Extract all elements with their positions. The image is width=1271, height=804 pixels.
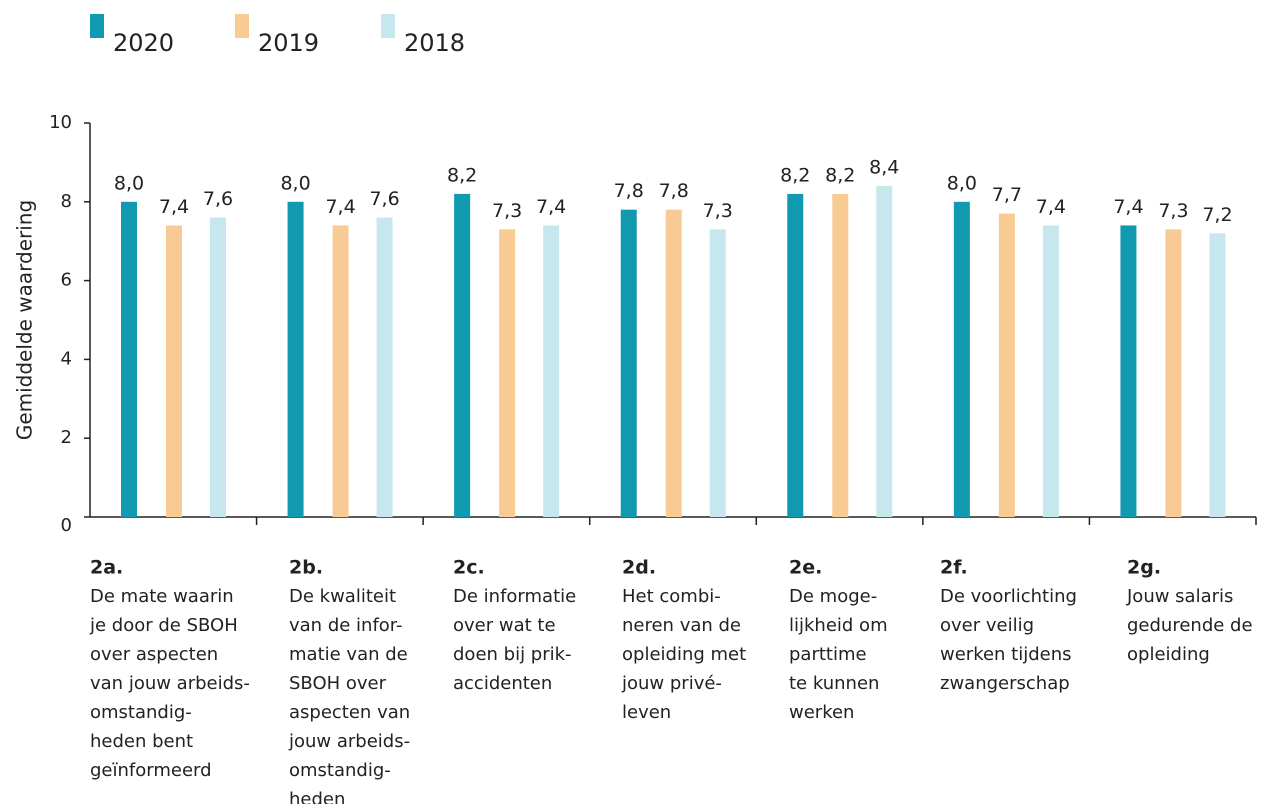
data-label: 8,0 — [947, 172, 977, 194]
bar — [953, 201, 970, 518]
bar — [454, 193, 471, 518]
data-label: 8,2 — [825, 164, 855, 186]
bar — [620, 209, 637, 517]
data-label: 7,2 — [1202, 204, 1232, 226]
data-label: 7,3 — [703, 200, 733, 222]
category-description: parttime — [789, 644, 867, 665]
bar — [499, 229, 516, 517]
y-tick-label: 10 — [49, 112, 72, 133]
category-description: geïnformeerd — [90, 760, 212, 781]
data-label: 7,4 — [536, 196, 566, 218]
legend-label: 2019 — [258, 29, 319, 57]
category-description: jouw arbeids- — [288, 731, 410, 752]
category-description: De moge- — [789, 586, 877, 607]
legend-swatch — [90, 14, 104, 38]
y-tick-label: 2 — [61, 427, 72, 448]
y-axis-label: Gemiddelde waardering — [13, 200, 37, 440]
bar — [709, 229, 726, 517]
category-description: De voorlichting — [940, 586, 1077, 607]
bar — [787, 193, 804, 518]
legend-label: 2018 — [404, 29, 465, 57]
category-description: je door de SBOH — [89, 615, 238, 636]
category-description: over aspecten — [90, 644, 218, 665]
category-description: lijkheid om — [789, 615, 888, 636]
category-description: zwangerschap — [940, 673, 1070, 694]
category-description: opleiding — [1127, 644, 1210, 665]
bar — [1209, 233, 1226, 517]
category-code: 2g. — [1127, 557, 1161, 579]
bar — [210, 217, 226, 517]
category-code: 2d. — [622, 557, 656, 579]
category-description: SBOH over — [289, 673, 387, 694]
bar — [543, 225, 560, 517]
data-label: 8,4 — [869, 157, 899, 179]
data-label: 8,0 — [280, 172, 310, 194]
category-description: gedurende de — [1127, 615, 1253, 636]
category-description: heden bent — [90, 731, 193, 752]
y-tick-label: 4 — [61, 348, 72, 369]
bar — [121, 201, 137, 518]
y-tick-label: 6 — [61, 270, 72, 291]
category-description: werken tijdens — [940, 644, 1072, 665]
category-description: van de infor- — [289, 615, 403, 636]
category-description: werken — [789, 702, 854, 723]
legend-swatch — [235, 14, 249, 38]
category-description: De informatie — [453, 586, 576, 607]
data-label: 7,6 — [369, 188, 399, 210]
bar — [1120, 225, 1137, 517]
bar — [376, 217, 393, 517]
data-label: 7,8 — [614, 180, 644, 202]
legend-label: 2020 — [113, 29, 174, 57]
category-description: accidenten — [453, 673, 552, 694]
data-label: 7,6 — [203, 188, 233, 210]
category-description: over wat te — [453, 615, 556, 636]
bar — [998, 213, 1015, 517]
category-description: aspecten van — [289, 702, 410, 723]
category-description: neren van de — [622, 615, 741, 636]
data-label: 7,3 — [1158, 200, 1188, 222]
bar — [832, 193, 849, 518]
category-description: opleiding met — [622, 644, 746, 665]
bar — [1042, 225, 1059, 517]
data-label: 7,3 — [492, 200, 522, 222]
category-code: 2b. — [289, 557, 323, 579]
category-description: te kunnen — [789, 673, 879, 694]
category-code: 2e. — [789, 557, 822, 579]
bar — [876, 186, 893, 518]
category-code: 2a. — [90, 557, 123, 579]
data-label: 8,0 — [114, 172, 144, 194]
data-label: 8,2 — [780, 164, 810, 186]
data-label: 8,2 — [447, 164, 477, 186]
category-description: De kwaliteit — [289, 586, 396, 607]
data-label: 7,4 — [325, 196, 355, 218]
data-label: 7,4 — [159, 196, 189, 218]
data-label: 7,7 — [992, 184, 1022, 206]
category-code: 2c. — [453, 557, 485, 579]
category-description: leven — [622, 702, 671, 723]
bar — [166, 225, 182, 517]
bar — [332, 225, 349, 517]
category-description: omstandig- — [90, 702, 192, 723]
category-description: doen bij prik- — [453, 644, 572, 665]
data-label: 7,4 — [1113, 196, 1143, 218]
category-code: 2f. — [940, 557, 968, 579]
category-description: omstandig- — [289, 760, 391, 781]
data-label: 7,4 — [1036, 196, 1066, 218]
bar — [665, 209, 682, 517]
y-tick-label: 0 — [61, 515, 72, 536]
data-label: 7,8 — [659, 180, 689, 202]
legend-swatch — [381, 14, 395, 38]
category-description: van jouw arbeids- — [90, 673, 250, 694]
bar — [1165, 229, 1182, 517]
category-description: Jouw salaris — [1126, 586, 1233, 607]
category-description: jouw privé- — [621, 673, 722, 694]
category-description: Het combi- — [622, 586, 721, 607]
category-description: matie van de — [289, 644, 408, 665]
category-description: over veilig — [940, 615, 1034, 636]
category-description: heden — [289, 789, 345, 804]
y-tick-label: 8 — [61, 191, 72, 212]
bar — [287, 201, 304, 518]
category-description: De mate waarin — [90, 586, 234, 607]
